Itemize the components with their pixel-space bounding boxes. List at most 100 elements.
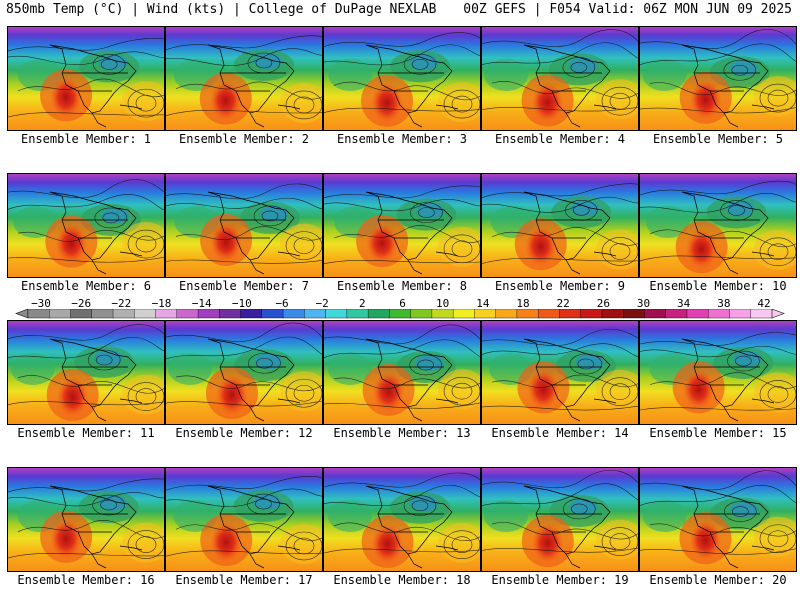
ensemble-member-label: Ensemble Member: 10: [649, 279, 787, 293]
chart-title: 850mb Temp (°C) | Wind (kts) | College o…: [6, 2, 437, 17]
ensemble-panel: Ensemble Member: 15: [639, 320, 797, 441]
ensemble-panel: Ensemble Member: 20: [639, 467, 797, 588]
colorbar-tick-label: 10: [436, 297, 450, 310]
colorbar-swatch: [452, 309, 476, 319]
ensemble-member-label: Ensemble Member: 1: [20, 132, 152, 146]
colorbar-tick-label: 26: [596, 297, 610, 310]
colorbar-swatch: [580, 309, 603, 319]
colorbar-tick-label: 30: [636, 297, 651, 310]
ensemble-panel: Ensemble Member: 12: [165, 320, 323, 441]
ensemble-map: [165, 26, 323, 131]
ensemble-panel: Ensemble Member: 14: [481, 320, 639, 441]
colorbar-swatch: [282, 309, 306, 319]
colorbar-swatch: [708, 309, 731, 319]
ensemble-panel: Ensemble Member: 5: [639, 26, 797, 147]
ensemble-panel: Ensemble Member: 3: [323, 26, 481, 147]
ensemble-map: [165, 467, 323, 572]
colorbar-tick-label: 34: [677, 297, 691, 310]
ensemble-member-label: Ensemble Member: 20: [649, 573, 787, 587]
colorbar-swatch: [134, 309, 157, 319]
ensemble-member-label: Ensemble Member: 12: [175, 426, 313, 440]
ensemble-map: [165, 320, 323, 425]
ensemble-member-label: Ensemble Member: 5: [652, 132, 784, 146]
ensemble-member-label: Ensemble Member: 15: [649, 426, 787, 440]
colorbar-tick-label: −14: [191, 297, 212, 310]
colorbar-swatch: [346, 309, 369, 319]
colorbar-swatch: [176, 309, 199, 319]
ensemble-member-label: Ensemble Member: 4: [494, 132, 626, 146]
ensemble-member-label: Ensemble Member: 16: [17, 573, 155, 587]
colorbar-swatch: [644, 309, 667, 319]
colorbar-tick-label: −22: [111, 297, 132, 310]
temperature-colorbar: −30 −26 −22 −18 −14 −10 −6 −2 2 6 10 14 18 22 26 30 34 38…: [0, 297, 800, 319]
ensemble-map: [7, 320, 165, 425]
ensemble-panel: Ensemble Member: 19: [481, 467, 639, 588]
ensemble-panel: Ensemble Member: 2: [165, 26, 323, 147]
ensemble-map: [481, 173, 639, 278]
colorbar-scale: [15, 309, 785, 319]
colorbar-tick-label: 18: [516, 297, 530, 310]
ensemble-panel: Ensemble Member: 13: [323, 320, 481, 441]
ensemble-member-label: Ensemble Member: 8: [336, 279, 468, 293]
colorbar-swatch: [240, 309, 263, 319]
colorbar-swatch: [304, 309, 327, 319]
colorbar-tick-label: 14: [476, 297, 490, 310]
colorbar-swatch: [70, 309, 93, 319]
colorbar-tick-label: −30: [31, 297, 51, 310]
ensemble-map: [639, 467, 797, 572]
colorbar-tick-label: 2: [359, 297, 366, 310]
ensemble-map: [639, 26, 797, 131]
colorbar-swatch: [686, 309, 709, 319]
colorbar-tick-label: −26: [71, 297, 92, 310]
colorbar-swatch: [516, 309, 539, 319]
colorbar-swatch: [112, 309, 135, 319]
colorbar-swatch: [367, 309, 391, 319]
ensemble-map: [481, 467, 639, 572]
ensemble-member-label: Ensemble Member: 19: [491, 573, 629, 587]
colorbar-swatch: [559, 309, 582, 319]
ensemble-map: [639, 320, 797, 425]
colorbar-swatch: [49, 309, 72, 319]
colorbar-tick-label: 6: [399, 297, 406, 310]
ensemble-map: [323, 173, 481, 278]
colorbar-swatch: [155, 309, 178, 319]
ensemble-panel: Ensemble Member: 11: [7, 320, 165, 441]
colorbar-max-arrow: [771, 309, 785, 319]
colorbar-tick-label: −18: [151, 297, 172, 310]
ensemble-panel: Ensemble Member: 8: [323, 173, 481, 294]
ensemble-member-label: Ensemble Member: 9: [494, 279, 626, 293]
colorbar-swatch: [410, 309, 433, 319]
colorbar-tick-label: 38: [717, 297, 731, 310]
ensemble-panel: Ensemble Member: 4: [481, 26, 639, 147]
ensemble-member-label: Ensemble Member: 11: [17, 426, 155, 440]
colorbar-swatch: [27, 309, 50, 319]
colorbar-swatch: [91, 309, 114, 319]
colorbar-swatch: [665, 309, 688, 319]
ensemble-map: [323, 320, 481, 425]
colorbar-tick-label: 22: [556, 297, 570, 310]
ensemble-panel: Ensemble Member: 6: [7, 173, 165, 294]
colorbar-swatch: [474, 309, 497, 319]
colorbar-swatch: [729, 309, 752, 319]
colorbar-swatch: [325, 309, 348, 319]
ensemble-panel: Ensemble Member: 16: [7, 467, 165, 588]
ensemble-panel: Ensemble Member: 9: [481, 173, 639, 294]
ensemble-member-label: Ensemble Member: 17: [175, 573, 313, 587]
ensemble-map: [7, 26, 165, 131]
colorbar-tick-label: −10: [231, 297, 252, 310]
ensemble-map: [7, 467, 165, 572]
colorbar-swatch: [623, 309, 646, 319]
colorbar-swatch: [261, 309, 284, 319]
colorbar-swatch: [750, 309, 773, 319]
colorbar-labels: −30 −26 −22 −18 −14 −10 −6 −2 2 6 10 14 18 22 26 30 34 38…: [0, 297, 800, 310]
ensemble-panel: Ensemble Member: 18: [323, 467, 481, 588]
ensemble-map: [481, 26, 639, 131]
ensemble-map: [323, 26, 481, 131]
ensemble-panel: Ensemble Member: 17: [165, 467, 323, 588]
run-valid-time: 00Z GEFS | F054 Valid: 06Z MON JUN 09 20…: [463, 2, 792, 17]
ensemble-panel: Ensemble Member: 10: [639, 173, 797, 294]
ensemble-map: [165, 173, 323, 278]
colorbar-min-arrow: [15, 309, 29, 319]
ensemble-member-label: Ensemble Member: 6: [20, 279, 152, 293]
ensemble-member-label: Ensemble Member: 2: [178, 132, 310, 146]
